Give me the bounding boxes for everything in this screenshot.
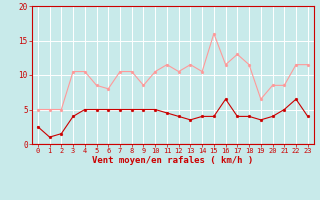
X-axis label: Vent moyen/en rafales ( km/h ): Vent moyen/en rafales ( km/h ) xyxy=(92,156,253,165)
